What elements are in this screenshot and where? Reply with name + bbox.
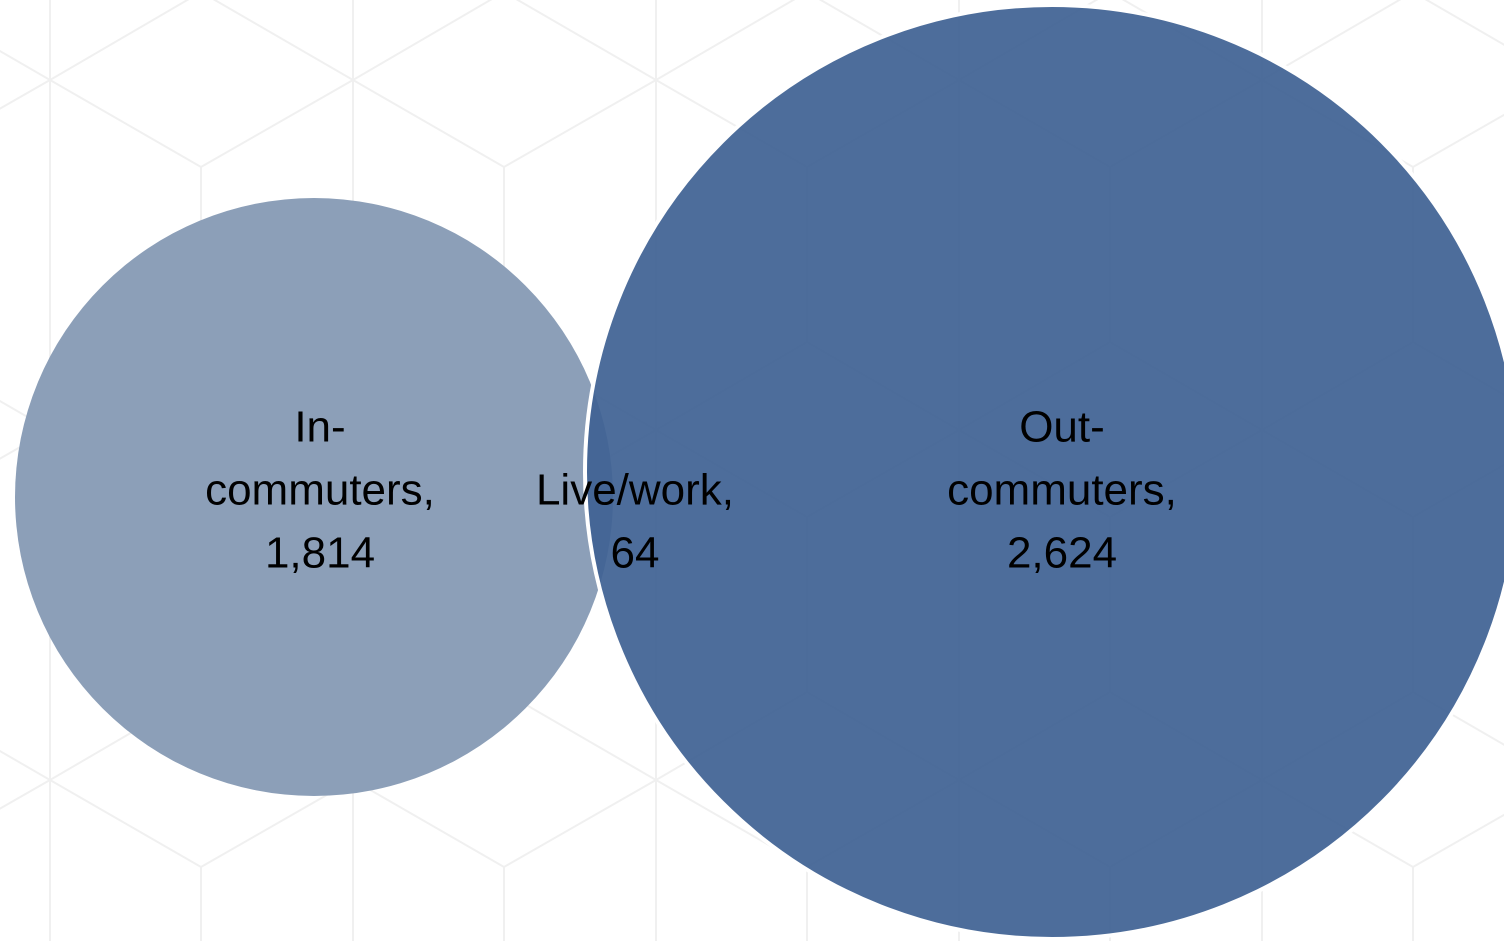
node-label: Live/work, [536,466,734,515]
node-label: 64 [611,529,660,578]
node-label: Out- [1019,403,1105,452]
out-commuters-circle [583,3,1504,941]
node-label: 2,624 [1007,529,1117,578]
labels: In-commuters, 1,814 Live/work, 64 Out-commut… [205,403,1177,578]
node-label: 1,814 [265,529,375,578]
node-label: commuters, [947,466,1177,515]
node-label: commuters, [205,466,435,515]
node-label: In- [294,403,345,452]
in-commuters-circle [15,198,613,796]
